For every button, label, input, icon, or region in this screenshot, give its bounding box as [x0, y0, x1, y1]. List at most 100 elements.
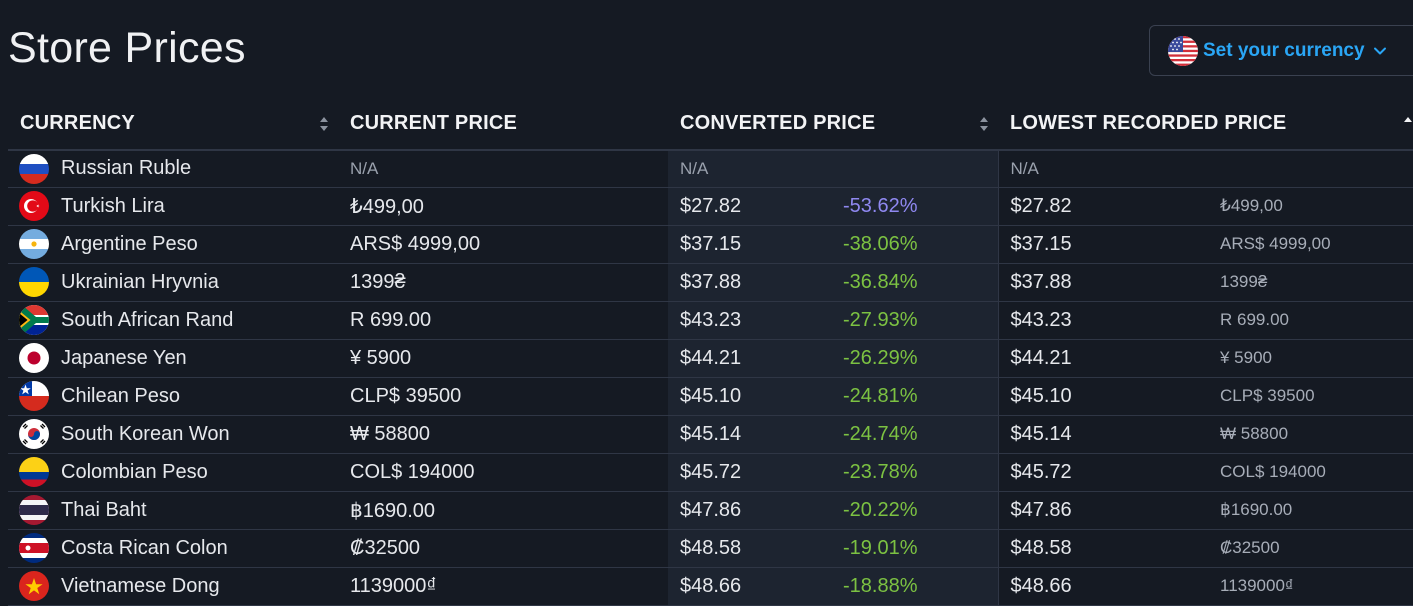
- lowest-original-price-cell: [1208, 150, 1413, 188]
- converted-price-cell: $44.21: [668, 339, 833, 378]
- discount-percent-cell: -38.06%: [833, 225, 998, 264]
- converted-price-cell: $37.15: [668, 225, 833, 264]
- current-price-cell: COL$ 194000: [338, 453, 668, 492]
- table-row: Argentine Peso ARS$ 4999,00 $37.15 -38.06% $…: [8, 225, 1413, 264]
- lowest-price-cell: $45.10: [997, 377, 1208, 416]
- table-row: South Korean Won ₩ 58800 $45.14 -24.74% $45.…: [8, 415, 1413, 454]
- current-price-cell: 1399₴: [338, 263, 668, 302]
- lowest-price-cell: N/A: [997, 150, 1208, 188]
- currency-cell: South African Rand: [8, 301, 338, 340]
- lowest-price-cell: $47.86: [997, 491, 1208, 530]
- currency-cell: Colombian Peso: [8, 453, 338, 492]
- sort-ascending-icon: [1404, 117, 1412, 122]
- current-price-cell: ₩ 58800: [338, 415, 668, 454]
- discount-percent-cell: -27.93%: [833, 301, 998, 340]
- currency-name: Vietnamese Dong: [61, 574, 220, 597]
- discount-percent-cell: -26.29%: [833, 339, 998, 378]
- converted-price-cell: $45.14: [668, 415, 833, 454]
- currency-name: Turkish Lira: [61, 194, 165, 217]
- south-korea-flag-icon: [19, 419, 49, 449]
- argentina-flag-icon: [19, 229, 49, 259]
- lowest-price-cell: $37.15: [997, 225, 1208, 264]
- vietnam-flag-icon: [19, 571, 49, 601]
- lowest-original-price-cell: ₺499,00: [1208, 187, 1413, 226]
- discount-percent-cell: -20.22%: [833, 491, 998, 530]
- table-row: Ukrainian Hryvnia 1399₴ $37.88 -36.84% $37.8…: [8, 263, 1413, 302]
- current-price-cell: R 699.00: [338, 301, 668, 340]
- turkey-flag-icon: [19, 191, 49, 221]
- discount-percent-cell: -24.81%: [833, 377, 998, 416]
- discount-percent-cell: -36.84%: [833, 263, 998, 302]
- column-header-converted-price[interactable]: CONVERTED PRICE: [668, 98, 998, 151]
- current-price-cell: ฿1690.00: [338, 491, 668, 530]
- discount-percent-cell: [833, 150, 998, 188]
- discount-percent-cell: -24.74%: [833, 415, 998, 454]
- currency-cell: Thai Baht: [8, 491, 338, 530]
- lowest-original-price-cell: CLP$ 39500: [1208, 377, 1413, 416]
- converted-price-cell: $48.58: [668, 529, 833, 568]
- chile-flag-icon: [19, 381, 49, 411]
- converted-price-cell: $45.72: [668, 453, 833, 492]
- us-flag-icon: [1168, 35, 1198, 66]
- converted-price-cell: $48.66: [668, 567, 833, 606]
- lowest-original-price-cell: COL$ 194000: [1208, 453, 1413, 492]
- lowest-original-price-cell: ARS$ 4999,00: [1208, 225, 1413, 264]
- converted-price-cell: N/A: [668, 150, 833, 188]
- converted-price-cell: $45.10: [668, 377, 833, 416]
- converted-price-cell: $37.88: [668, 263, 833, 302]
- ukraine-flag-icon: [19, 267, 49, 297]
- lowest-original-price-cell: R 699.00: [1208, 301, 1413, 340]
- currency-cell: Russian Ruble: [8, 150, 338, 188]
- currency-name: Argentine Peso: [61, 232, 198, 255]
- discount-percent-cell: -53.62%: [833, 187, 998, 226]
- currency-name: Ukrainian Hryvnia: [61, 270, 219, 293]
- set-currency-button[interactable]: Set your currency: [1149, 25, 1413, 76]
- current-price-cell: ₺499,00: [338, 187, 668, 226]
- sort-icon: [980, 117, 988, 131]
- table-row: Colombian Peso COL$ 194000 $45.72 -23.78% $4…: [8, 453, 1413, 492]
- store-prices-table: CURRENCY CURRENT PRICE CONVERTED PRICE L…: [8, 98, 1413, 606]
- lowest-price-cell: $27.82: [997, 187, 1208, 226]
- lowest-price-cell: $48.58: [997, 529, 1208, 568]
- lowest-original-price-cell: 1139000₫: [1208, 567, 1413, 606]
- table-row: Japanese Yen ¥ 5900 $44.21 -26.29% $44.21 ¥ 5…: [8, 339, 1413, 378]
- lowest-original-price-cell: ฿1690.00: [1208, 491, 1413, 530]
- discount-percent-cell: -23.78%: [833, 453, 998, 492]
- set-currency-label: Set your currency: [1203, 39, 1365, 61]
- lowest-price-cell: $48.66: [997, 567, 1208, 606]
- lowest-price-cell: $43.23: [997, 301, 1208, 340]
- lowest-price-cell: $44.21: [997, 339, 1208, 378]
- table-row: Turkish Lira ₺499,00 $27.82 -53.62% $27.82 ₺4…: [8, 187, 1413, 226]
- column-header-current-price[interactable]: CURRENT PRICE: [338, 98, 668, 151]
- table-row: Chilean Peso CLP$ 39500 $45.10 -24.81% $45.1…: [8, 377, 1413, 416]
- discount-percent-cell: -19.01%: [833, 529, 998, 568]
- column-header-currency[interactable]: CURRENCY: [8, 98, 338, 151]
- current-price-cell: CLP$ 39500: [338, 377, 668, 416]
- table-header-row: CURRENCY CURRENT PRICE CONVERTED PRICE L…: [8, 98, 1413, 151]
- currency-cell: Chilean Peso: [8, 377, 338, 416]
- currency-cell: Japanese Yen: [8, 339, 338, 378]
- column-header-lowest-recorded-price[interactable]: LOWEST RECORDED PRICE: [998, 98, 1413, 151]
- lowest-price-cell: $45.14: [997, 415, 1208, 454]
- converted-price-cell: $47.86: [668, 491, 833, 530]
- currency-name: Colombian Peso: [61, 460, 208, 483]
- table-row: South African Rand R 699.00 $43.23 -27.93% $…: [8, 301, 1413, 340]
- current-price-cell: ₡32500: [338, 529, 668, 568]
- currency-name: Japanese Yen: [61, 346, 187, 369]
- lowest-price-cell: $37.88: [997, 263, 1208, 302]
- currency-cell: Vietnamese Dong: [8, 567, 338, 606]
- table-row: Russian Ruble N/A N/A N/A: [8, 150, 1413, 188]
- currency-cell: Turkish Lira: [8, 187, 338, 226]
- sort-icon: [320, 117, 328, 131]
- converted-price-cell: $43.23: [668, 301, 833, 340]
- currency-cell: Costa Rican Colon: [8, 529, 338, 568]
- current-price-cell: N/A: [338, 150, 668, 188]
- lowest-original-price-cell: ₩ 58800: [1208, 415, 1413, 454]
- lowest-original-price-cell: ¥ 5900: [1208, 339, 1413, 378]
- currency-name: Thai Baht: [61, 498, 147, 521]
- chevron-down-icon: [1373, 47, 1386, 54]
- japan-flag-icon: [19, 343, 49, 373]
- table-row: Vietnamese Dong 1139000₫ $48.66 -18.88% $48.…: [8, 567, 1413, 606]
- currency-cell: Argentine Peso: [8, 225, 338, 264]
